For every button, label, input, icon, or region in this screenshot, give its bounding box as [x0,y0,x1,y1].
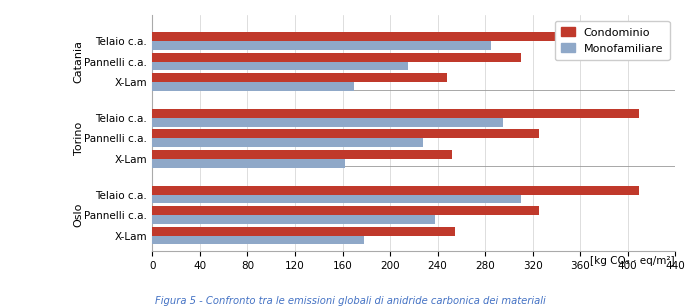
Bar [153,186,640,195]
Bar [153,195,521,204]
Text: Torino: Torino [74,122,84,155]
Bar [153,118,503,127]
Bar [153,235,364,244]
Bar [153,159,345,168]
Legend: Condominio, Monofamiliare: Condominio, Monofamiliare [554,21,670,60]
Bar [153,150,452,159]
Text: [kg CO₂ · eq/m²]: [kg CO₂ · eq/m²] [591,256,675,266]
Bar [153,215,435,224]
Bar [153,53,521,61]
Bar [153,109,640,118]
Bar [153,32,634,41]
Text: Oslo: Oslo [74,203,84,227]
Bar [153,61,408,70]
Bar [153,227,456,235]
Bar [153,206,538,215]
Bar [153,73,447,82]
Text: Figura 5 - Confronto tra le emissioni globali di anidride carbonica dei material: Figura 5 - Confronto tra le emissioni gl… [155,296,545,306]
Bar [153,138,424,147]
Bar [153,41,491,50]
Text: Catania: Catania [74,40,84,83]
Bar [153,130,538,138]
Bar [153,82,354,91]
